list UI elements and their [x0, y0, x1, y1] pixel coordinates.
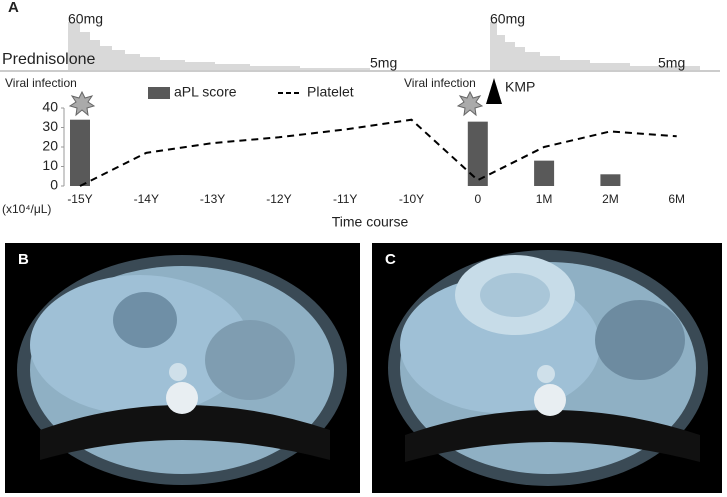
dose-steps [490, 22, 700, 70]
axis-unit: (x10⁴/μL) [2, 202, 51, 216]
legend-swatch [148, 87, 170, 99]
x-tick-label: -10Y [399, 192, 424, 206]
legend-label: aPL score [174, 84, 237, 100]
x-tick-label: -12Y [266, 192, 291, 206]
y-tick-label: 20 [42, 138, 58, 154]
line [79, 118, 677, 187]
x-tick-label: -11Y [333, 192, 357, 206]
annotation: Prednisolone [2, 51, 96, 68]
y-tick-label: 10 [42, 157, 58, 173]
y-tick-label: 40 [42, 99, 58, 115]
bar [70, 119, 90, 186]
starburst [68, 90, 96, 117]
annotation: KMP [505, 79, 535, 95]
x-tick-label: 6M [668, 192, 685, 206]
annotation: 60mg [490, 11, 525, 27]
annotation: Viral infection [404, 76, 476, 90]
x-tick-label: -13Y [200, 192, 225, 206]
ct-image [372, 243, 722, 493]
annotation: 60mg [68, 11, 103, 27]
dose-steps [68, 22, 370, 70]
x-tick-label: -15Y [67, 192, 92, 206]
bar [467, 121, 488, 186]
y-tick-label: 30 [42, 118, 58, 134]
annotation: 5mg [370, 55, 397, 71]
annotation: 5mg [658, 55, 685, 71]
annotation: Viral infection [5, 76, 77, 90]
panel-label: B [18, 251, 29, 268]
x-axis-title: Time course [332, 214, 409, 230]
x-tick-label: 0 [474, 192, 481, 206]
y-tick-label: 0 [50, 177, 58, 193]
treatment-marker [486, 78, 502, 104]
x-tick-label: 1M [536, 192, 553, 206]
bar [534, 160, 555, 186]
ct-image [5, 243, 360, 493]
legend-label: Platelet [307, 84, 354, 100]
bar [600, 174, 621, 186]
starburst [456, 90, 484, 117]
panel-label: A [8, 0, 19, 16]
panel-label: C [385, 251, 396, 268]
x-tick-label: 2M [602, 192, 619, 206]
x-tick-label: -14Y [134, 192, 159, 206]
